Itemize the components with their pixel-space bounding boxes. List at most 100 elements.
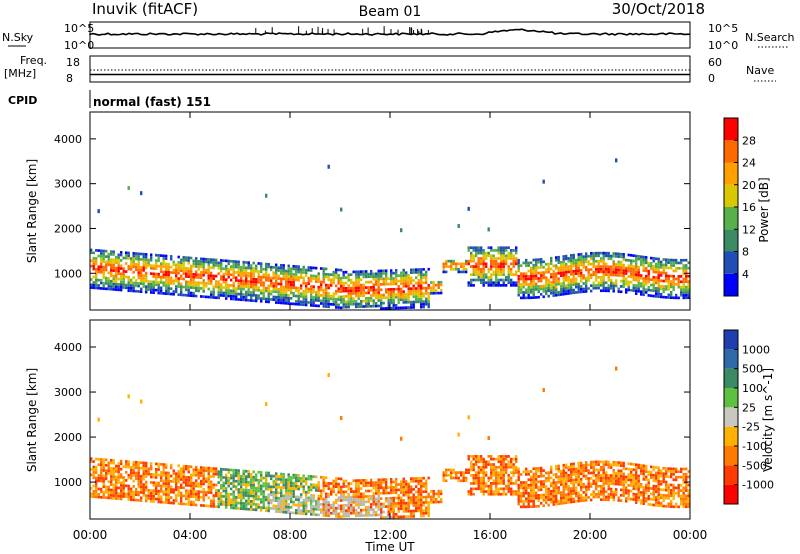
- velocity-cell: [575, 470, 578, 473]
- velocity-cell: [390, 502, 393, 506]
- power-cell: [610, 284, 613, 287]
- velocity-cell: [500, 476, 503, 480]
- velocity-cell: [370, 497, 373, 501]
- power-cell: [177, 269, 180, 272]
- velocity-cell: [527, 500, 530, 503]
- velocity-cell: [180, 475, 183, 479]
- velocity-cell: [380, 516, 383, 519]
- power-cell: [565, 273, 568, 277]
- power-cell: [485, 257, 488, 260]
- velocity-cell: [600, 490, 603, 493]
- power-cell: [395, 306, 398, 310]
- velocity-cell: [230, 492, 233, 496]
- power-cell: [315, 299, 318, 302]
- velocity-cell: [127, 490, 130, 493]
- power-cell: [477, 278, 480, 282]
- power-cell: [95, 259, 98, 263]
- velocity-cell: [490, 457, 493, 461]
- velocity-cell: [130, 490, 133, 493]
- velocity-cell: [445, 479, 448, 483]
- power-cell: [355, 300, 358, 303]
- velocity-cell: [180, 467, 183, 471]
- velocity-cell: [542, 485, 545, 489]
- power-cell: [410, 271, 413, 274]
- velocity-cell: [157, 492, 160, 496]
- power-cell: [110, 274, 113, 278]
- velocity-cell: [150, 462, 153, 465]
- velocity-cell: [142, 483, 145, 486]
- power-cell: [320, 283, 323, 286]
- power-cell: [265, 286, 268, 290]
- power-cell: [232, 268, 235, 271]
- velocity-cell: [362, 479, 365, 482]
- power-cell: [112, 258, 115, 262]
- power-cell: [180, 282, 183, 286]
- power-cell: [522, 296, 525, 300]
- power-cell: [572, 288, 575, 292]
- power-cell: [587, 279, 590, 282]
- power-cell: [532, 290, 535, 294]
- velocity-cell: [607, 498, 610, 502]
- velocity-cell: [157, 481, 160, 485]
- power-cell: [402, 284, 405, 288]
- power-cell: [585, 290, 588, 293]
- power-cell: [285, 293, 288, 297]
- power-cell: [442, 270, 445, 274]
- velocity-cell: [527, 494, 530, 498]
- velocity-cell: [267, 498, 270, 502]
- power-cell: [122, 283, 125, 287]
- velocity-cell: [142, 466, 145, 470]
- power-cell: [340, 301, 343, 304]
- velocity-cell: [357, 481, 360, 485]
- power-cell: [107, 271, 110, 275]
- power-cell: [647, 275, 650, 278]
- power-cell: [482, 267, 485, 271]
- power-cell: [177, 282, 180, 286]
- velocity-cell: [92, 489, 95, 493]
- power-cell: [150, 288, 153, 292]
- power-cell: [327, 302, 330, 306]
- velocity-cell: [597, 479, 600, 483]
- velocity-cell: [187, 481, 190, 485]
- velocity-cell: [185, 481, 188, 484]
- velocity-cell: [565, 495, 568, 499]
- power-cell: [272, 298, 275, 301]
- velocity-cell: [177, 491, 180, 495]
- velocity-cell: [312, 510, 315, 514]
- power-cell: [420, 268, 423, 271]
- power-cell: [605, 281, 608, 285]
- power-cell: [660, 287, 663, 291]
- power-cell: [272, 266, 275, 269]
- velocity-cell: [355, 484, 358, 488]
- power-cell: [335, 292, 338, 296]
- velocity-cell: [265, 476, 268, 480]
- velocity-cell: [620, 472, 623, 476]
- power-cell: [292, 283, 295, 287]
- velocity-cell: [167, 493, 170, 497]
- power-cell: [200, 276, 203, 280]
- power-cell: [570, 280, 573, 284]
- velocity-cell: [267, 485, 270, 488]
- velocity-cell: [550, 500, 553, 504]
- power-cell: [642, 261, 645, 264]
- power-cell: [277, 282, 280, 286]
- power-cell: [570, 283, 573, 287]
- power-cell: [350, 273, 353, 277]
- power-cell: [570, 267, 573, 271]
- velocity-cell: [567, 492, 570, 496]
- power-cell: [672, 258, 675, 262]
- power-cell: [287, 299, 290, 303]
- velocity-cell: [287, 478, 290, 482]
- velocity-cell: [100, 477, 103, 480]
- power-cell: [472, 270, 475, 274]
- velocity-cell: [95, 492, 98, 496]
- power-cell: [567, 289, 570, 293]
- power-cell: [207, 263, 210, 267]
- power-cell: [340, 207, 343, 212]
- velocity-cell: [342, 506, 345, 510]
- power-cell: [252, 275, 255, 278]
- velocity-cell: [127, 495, 130, 499]
- velocity-cell: [535, 505, 538, 508]
- velocity-cell: [520, 486, 523, 490]
- power-cell: [552, 280, 555, 284]
